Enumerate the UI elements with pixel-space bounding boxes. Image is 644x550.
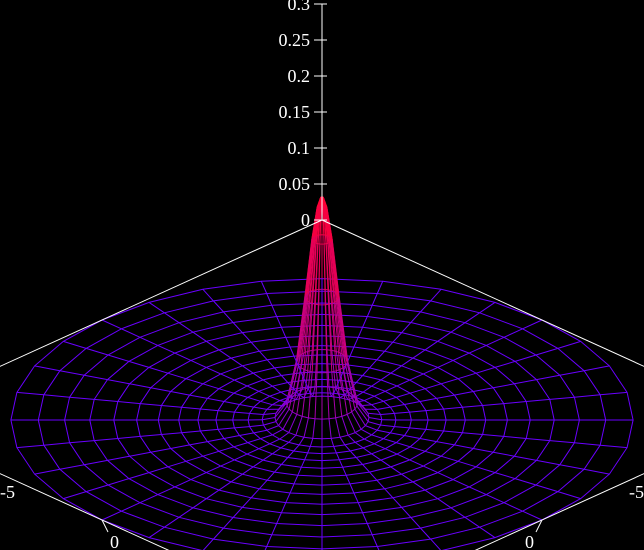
svg-text:0.15: 0.15 xyxy=(279,102,311,122)
svg-text:0.05: 0.05 xyxy=(279,174,311,194)
svg-text:0.3: 0.3 xyxy=(288,0,311,14)
surface-wireframe xyxy=(11,197,633,550)
svg-text:0.1: 0.1 xyxy=(288,138,311,158)
svg-text:0: 0 xyxy=(525,532,534,550)
svg-text:-5: -5 xyxy=(0,482,15,502)
svg-text:-5: -5 xyxy=(629,482,644,502)
svg-text:0: 0 xyxy=(110,532,119,550)
svg-text:0.25: 0.25 xyxy=(279,30,311,50)
svg-text:0.2: 0.2 xyxy=(288,66,311,86)
